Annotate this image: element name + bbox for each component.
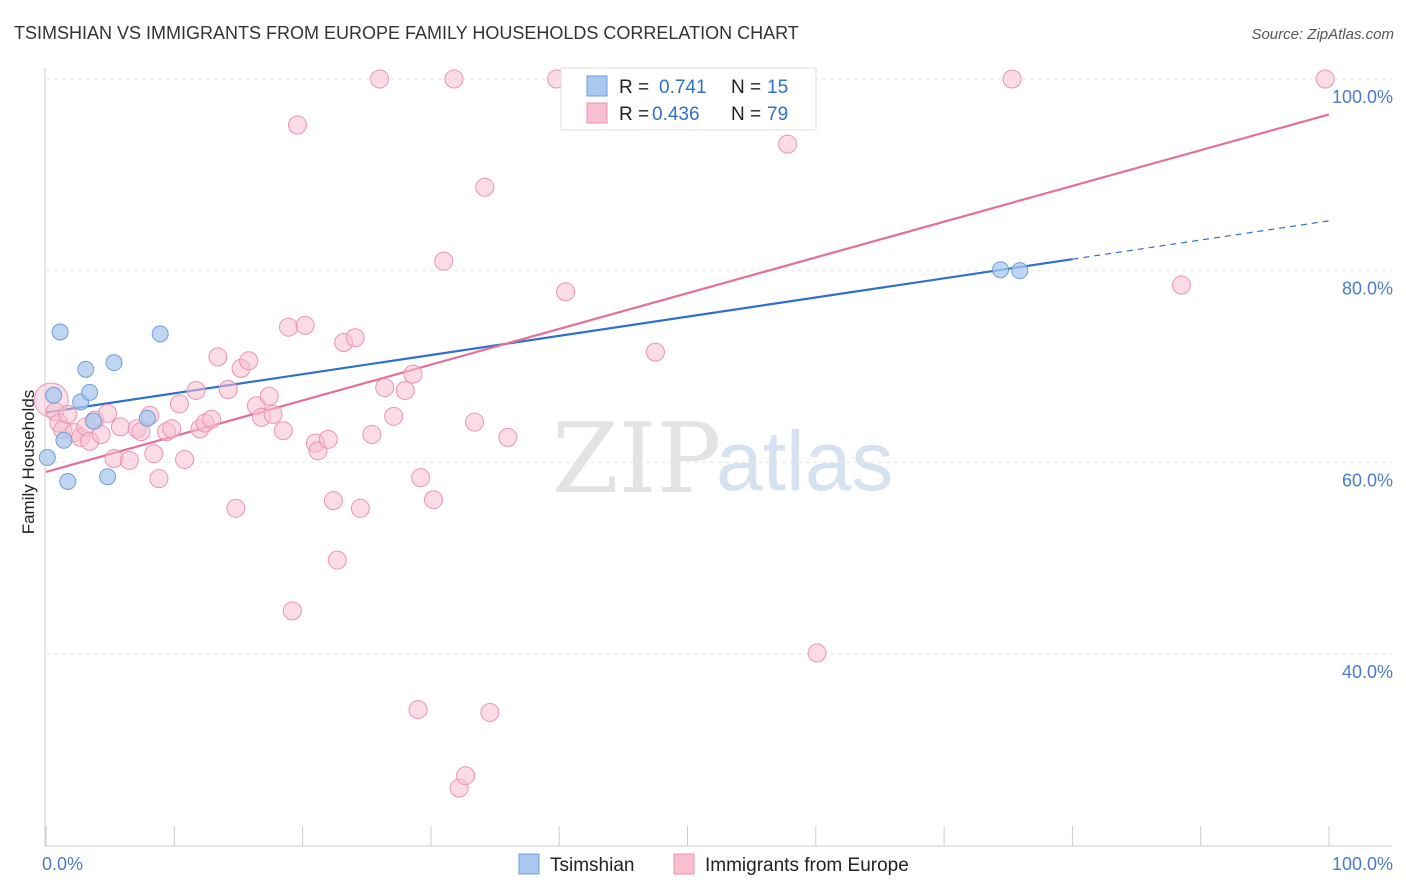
point-immigrants-18 <box>144 444 164 464</box>
series-immigrants-from-europe <box>33 69 1335 798</box>
point-immigrants-65 <box>480 702 500 722</box>
y-tick-label-80: 80.0% <box>1342 279 1393 299</box>
chart-source: Source: ZipAtlas.com <box>1251 26 1394 43</box>
point-immigrants-27 <box>202 409 222 429</box>
tick-labels: 40.0% 60.0% 80.0% 100.0% 0.0% 100.0% <box>42 87 1393 874</box>
point-tsimshian-0 <box>38 449 56 467</box>
point-immigrants-37 <box>273 421 293 441</box>
point-immigrants-24 <box>186 380 206 400</box>
point-immigrants-28 <box>208 347 228 367</box>
series-tsimshian <box>38 261 1029 490</box>
legend-r-value-blue: 0.741 <box>659 77 707 98</box>
point-immigrants-55 <box>403 364 423 384</box>
point-tsimshian-2 <box>51 323 69 341</box>
legend-n-label-pink: N = <box>731 104 761 125</box>
legend-swatch-pink <box>586 102 608 124</box>
point-immigrants-32 <box>239 351 259 371</box>
point-immigrants-10 <box>91 425 111 445</box>
y-tick-label-100: 100.0% <box>1332 87 1393 107</box>
legend-n-value-pink: 79 <box>767 104 788 125</box>
watermark: ZIP atlas <box>552 403 893 515</box>
legend-bottom-swatch-tsimshian <box>518 853 540 875</box>
point-immigrants-38 <box>278 317 298 337</box>
point-immigrants-22 <box>169 394 189 414</box>
point-tsimshian-6 <box>77 360 95 378</box>
y-tick-label-60: 60.0% <box>1342 470 1393 490</box>
y-tick-label-40: 40.0% <box>1342 662 1393 682</box>
legend-bottom: Tsimshian Immigrants from Europe <box>518 853 909 876</box>
point-immigrants-66 <box>498 427 518 447</box>
point-immigrants-57 <box>411 468 431 488</box>
point-immigrants-56 <box>408 700 428 720</box>
point-immigrants-75 <box>807 643 827 663</box>
trend-line-tsimshian <box>45 258 1073 414</box>
point-immigrants-13 <box>110 417 130 437</box>
point-immigrants-29 <box>218 380 238 399</box>
point-immigrants-35 <box>259 386 279 406</box>
point-tsimshian-3 <box>55 431 73 449</box>
x-tick-label-min: 0.0% <box>42 854 83 874</box>
point-immigrants-30 <box>226 498 246 518</box>
point-immigrants-54 <box>395 380 415 400</box>
point-immigrants-68 <box>556 282 576 302</box>
point-immigrants-60 <box>444 69 464 89</box>
y-axis-label: Family Households <box>19 390 38 535</box>
point-immigrants-64 <box>475 177 495 197</box>
point-immigrants-63 <box>465 412 485 432</box>
point-immigrants-59 <box>434 251 454 271</box>
point-tsimshian-10 <box>105 354 123 372</box>
watermark-atlas: atlas <box>716 414 893 508</box>
point-tsimshian-7 <box>81 383 99 401</box>
point-immigrants-74 <box>778 134 798 154</box>
legend-bottom-swatch-immigrants <box>673 853 695 875</box>
point-immigrants-76 <box>1002 69 1022 89</box>
point-immigrants-58 <box>423 490 443 510</box>
legend-r-value-pink: 0.436 <box>652 104 700 125</box>
point-immigrants-45 <box>323 491 343 511</box>
legend-bottom-label-tsimshian: Tsimshian <box>550 855 634 876</box>
point-immigrants-69 <box>645 342 665 362</box>
point-immigrants-41 <box>295 315 315 335</box>
point-immigrants-51 <box>370 69 390 89</box>
point-immigrants-23 <box>175 449 195 469</box>
point-immigrants-39 <box>282 601 302 621</box>
point-immigrants-49 <box>350 498 370 518</box>
point-immigrants-48 <box>345 328 365 348</box>
chart-title: TSIMSHIAN VS IMMIGRANTS FROM EUROPE FAMI… <box>14 23 799 43</box>
point-immigrants-19 <box>149 469 169 489</box>
point-immigrants-44 <box>318 429 338 449</box>
point-tsimshian-1 <box>45 386 63 404</box>
point-immigrants-46 <box>327 550 347 570</box>
point-tsimshian-14 <box>1011 262 1029 280</box>
point-immigrants-52 <box>375 378 395 398</box>
legend-r-label-pink: R = <box>619 104 649 125</box>
legend-bottom-label-immigrants: Immigrants from Europe <box>705 855 909 876</box>
point-immigrants-53 <box>384 406 404 426</box>
point-immigrants-40 <box>287 115 307 135</box>
point-immigrants-62 <box>456 766 476 786</box>
point-tsimshian-13 <box>992 261 1010 279</box>
watermark-zip: ZIP <box>552 403 721 515</box>
point-immigrants-50 <box>362 425 382 445</box>
legend-n-label-blue: N = <box>731 77 761 98</box>
point-immigrants-78 <box>1315 69 1335 89</box>
point-tsimshian-9 <box>99 468 117 486</box>
point-immigrants-14 <box>119 450 139 470</box>
point-immigrants-77 <box>1171 275 1191 295</box>
point-tsimshian-11 <box>138 409 156 427</box>
point-immigrants-4 <box>58 404 78 424</box>
point-immigrants-11 <box>98 403 118 423</box>
point-immigrants-21 <box>162 419 182 439</box>
point-immigrants-36 <box>263 404 283 424</box>
point-tsimshian-8 <box>84 412 102 430</box>
point-tsimshian-12 <box>151 325 169 343</box>
legend-swatch-blue <box>586 75 608 97</box>
point-tsimshian-4 <box>59 473 77 490</box>
legend-top: R = 0.741 N = 15 R = 0.436 N = 79 <box>560 67 817 131</box>
trend-line-tsimshian-extension <box>1072 220 1330 260</box>
x-tick-label-max: 100.0% <box>1332 854 1393 874</box>
legend-n-value-blue: 15 <box>767 77 788 98</box>
legend-r-label-blue: R = <box>619 77 649 98</box>
